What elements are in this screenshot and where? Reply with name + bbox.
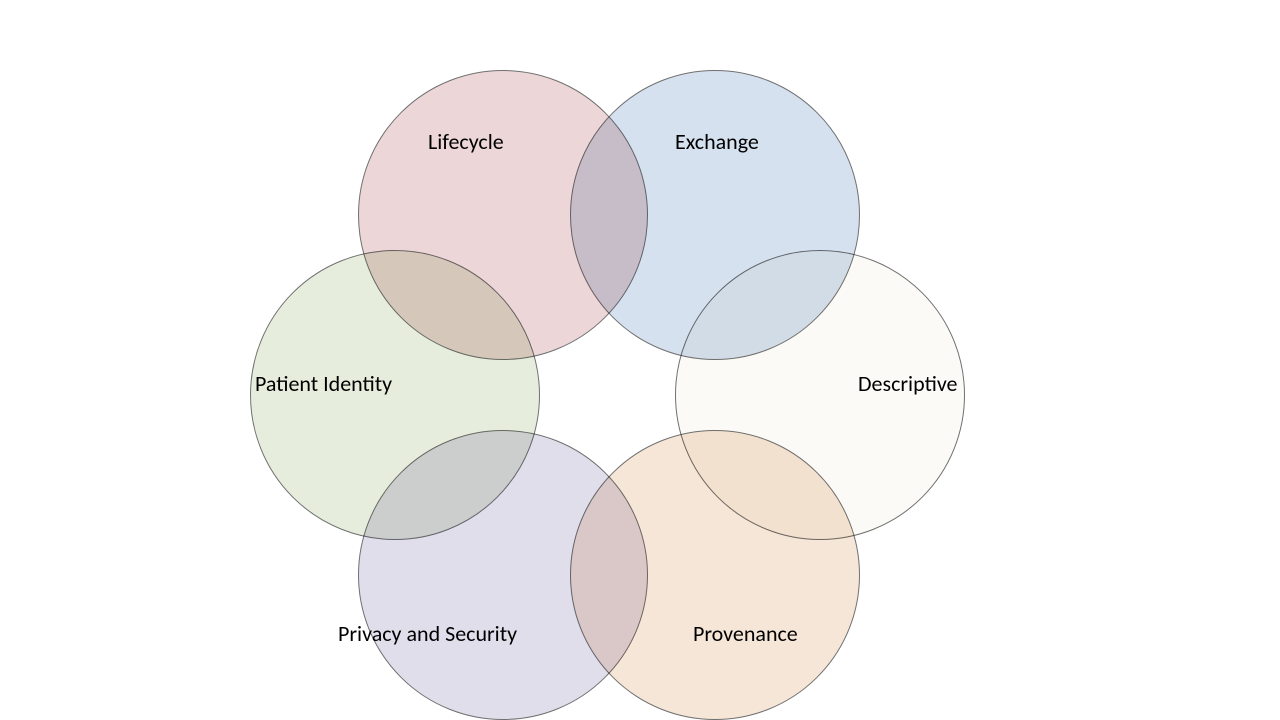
venn-label-patient-identity: Patient Identity — [255, 370, 392, 397]
venn-label-exchange: Exchange — [675, 128, 759, 155]
venn-label-provenance: Provenance — [693, 620, 798, 647]
venn-diagram: Lifecycle Exchange Patient Identity Descrip… — [0, 0, 1280, 720]
venn-label-descriptive: Descriptive — [858, 370, 958, 397]
venn-label-lifecycle: Lifecycle — [428, 128, 504, 155]
venn-circle-provenance — [570, 430, 860, 720]
venn-label-privacy-security: Privacy and Security — [338, 620, 517, 647]
